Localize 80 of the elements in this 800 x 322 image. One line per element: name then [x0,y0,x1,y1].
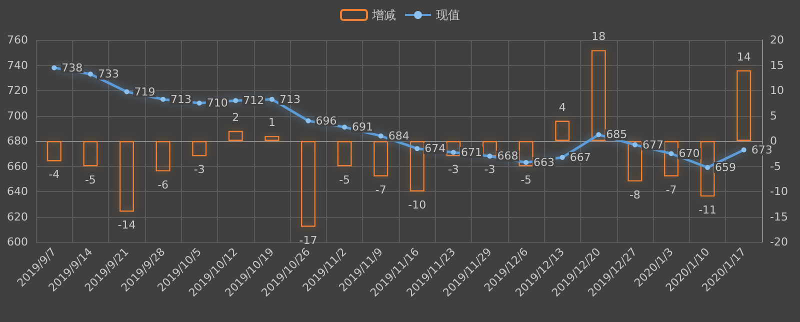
data-label: -14 [118,218,136,232]
data-label: -5 [520,173,532,186]
data-label: 659 [715,161,736,174]
data-label: 684 [388,129,410,142]
bar [410,141,424,192]
data-label: -7 [666,183,677,196]
data-label: 14 [736,50,751,64]
bar [628,141,642,182]
y2-tick-label: 15 [770,58,784,72]
y2-tick-label: -10 [770,185,788,198]
data-label: 674 [424,142,446,156]
data-label: 712 [243,94,264,108]
data-label: 663 [534,156,555,169]
data-label: -17 [299,234,318,247]
data-label: 2 [232,110,240,124]
data-label: 733 [98,68,119,81]
bar [46,141,62,162]
bar [518,141,534,166]
data-label: 18 [592,30,606,44]
y2-tick-label: -20 [770,236,788,248]
y2-tick-label: 0 [770,134,777,148]
bar [446,141,461,156]
y-tick-label: 640 [7,185,28,198]
data-label: 713 [170,92,192,106]
data-label: 4 [558,100,566,114]
data-label: 673 [751,143,772,156]
data-label: -8 [629,188,640,202]
data-label: 1 [268,116,276,129]
data-label: -10 [408,198,426,212]
y-tick-label: 740 [7,58,28,72]
y2-tick-label: 10 [770,84,784,97]
data-label: -3 [194,163,205,176]
bar [664,141,679,176]
data-label: 667 [570,150,591,164]
data-label: 671 [460,146,482,159]
y2-tick-label: -5 [770,160,781,173]
bar [736,70,752,141]
bar [119,141,134,212]
data-label: 691 [352,120,374,134]
bar [83,141,98,166]
data-label: 696 [316,114,337,128]
bar [555,120,570,141]
data-label: -5 [339,173,350,186]
data-label: -4 [48,168,60,182]
y-tick-label: 700 [7,109,28,122]
bar [482,141,498,156]
bar [156,141,170,172]
data-label: 685 [606,128,628,142]
data-label: -7 [375,183,386,196]
bar [374,141,388,176]
y-tick-label: 680 [7,134,28,148]
data-label: 668 [497,150,518,163]
data-label: -3 [484,163,496,176]
y2-tick-label: 5 [770,109,777,122]
legend-label: 现值 [436,8,460,22]
y2-tick-label: 20 [770,34,784,46]
bar [700,141,715,197]
bar [300,141,316,227]
data-label: -6 [158,178,169,192]
y-tick-label: 600 [7,236,28,248]
data-label: 677 [642,138,664,152]
data-label: 713 [279,92,300,106]
bar [192,141,207,156]
data-label: 670 [678,147,700,160]
data-label: -3 [448,163,459,176]
y2-tick-label: -15 [770,210,788,224]
legend-label: 增减 [371,8,396,22]
bar [337,141,352,166]
data-label: 738 [62,61,83,74]
y-tick-label: 720 [7,84,28,97]
bar [264,136,280,141]
y-tick-label: 660 [7,160,28,173]
data-label: 719 [134,85,156,98]
data-label: 710 [206,96,228,110]
data-label: -5 [84,173,96,186]
data-label: -11 [698,204,717,217]
bar [228,130,243,141]
y-tick-label: 760 [7,34,28,46]
bar [591,50,606,141]
y-tick-label: 620 [7,210,28,224]
